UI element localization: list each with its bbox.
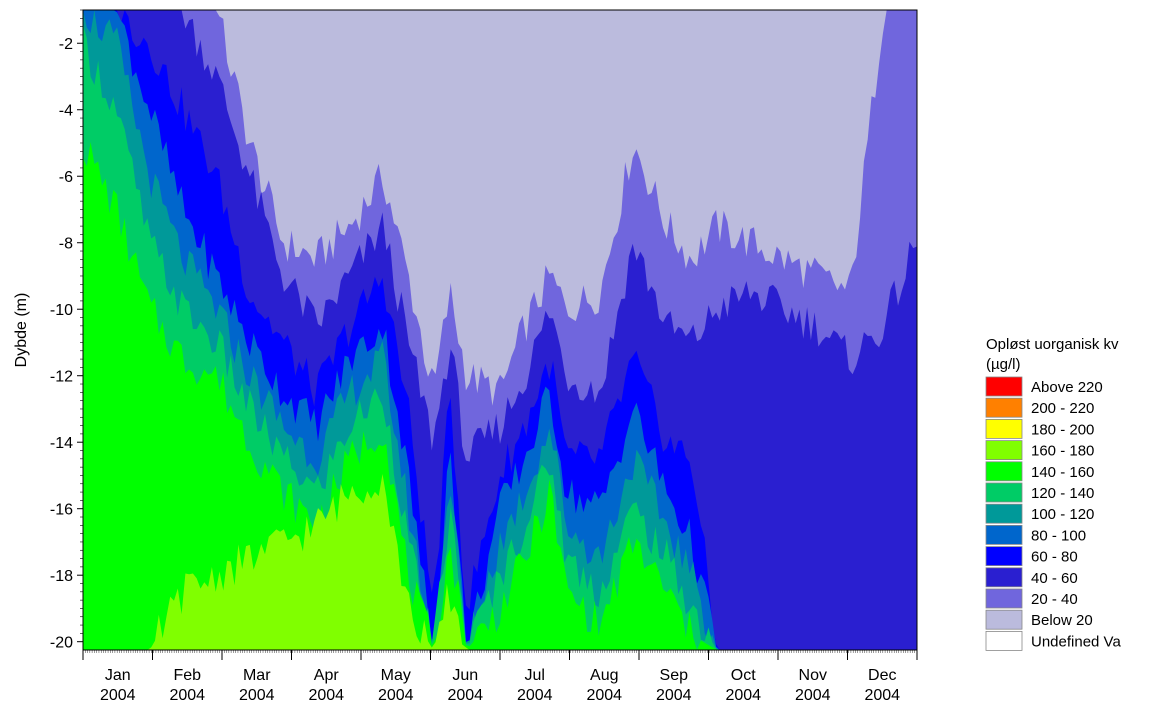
- legend-title-line1: Opløst uorganisk kv: [986, 336, 1119, 353]
- y-axis: -2 -4 -6 -8 -10 -12 -14 -16 -18 -20: [50, 9, 83, 652]
- x-tick-label-month: Aug: [590, 667, 618, 684]
- x-axis: Jan 2004 Feb 2004 Mar 2004 Apr 2004 May 2004 Jun 20…: [82, 650, 918, 704]
- x-tick-label-year: 2004: [447, 687, 483, 704]
- y-tick-label: -16: [50, 502, 73, 519]
- y-tick-label: -14: [50, 435, 73, 452]
- legend-swatch: [985, 482, 1023, 503]
- legend-swatch: [985, 588, 1023, 609]
- x-tick-label-year: 2004: [795, 687, 831, 704]
- plot-area: [83, 10, 917, 650]
- legend-swatch: [985, 461, 1023, 482]
- band-160-180: [83, 474, 917, 650]
- x-tick-label-year: 2004: [656, 687, 692, 704]
- x-tick-label-year: 2004: [100, 687, 136, 704]
- legend: Opløst uorganisk kv (µg/l) Above 220 200 …: [985, 336, 1121, 651]
- legend-label: 120 - 140: [1031, 485, 1094, 502]
- legend-swatch: [985, 503, 1023, 524]
- legend-swatch: [985, 609, 1023, 630]
- x-tick-label-month: Apr: [314, 667, 340, 684]
- x-tick-label-year: 2004: [169, 687, 205, 704]
- x-tick-label-year: 2004: [517, 687, 553, 704]
- x-tick-label-month: May: [381, 667, 411, 684]
- y-tick-label: -6: [59, 169, 73, 186]
- y-tick-label: -10: [50, 302, 73, 319]
- x-tick-label-month: Feb: [173, 667, 201, 684]
- y-tick-label: -8: [59, 236, 73, 253]
- x-tick-label-month: Oct: [731, 667, 756, 684]
- legend-label: 180 - 200: [1031, 421, 1094, 438]
- x-tick-label-year: 2004: [725, 687, 761, 704]
- x-tick-label-month: Dec: [868, 667, 896, 684]
- legend-label: 40 - 60: [1031, 570, 1078, 587]
- x-tick-label-month: Sep: [660, 667, 689, 684]
- legend-swatch: [985, 567, 1023, 588]
- legend-swatch: [985, 376, 1023, 397]
- legend-label: 200 - 220: [1031, 400, 1094, 417]
- legend-swatch: [985, 397, 1023, 418]
- legend-label: 160 - 180: [1031, 443, 1094, 460]
- y-tick-label: -4: [59, 103, 73, 120]
- legend-label: 140 - 160: [1031, 464, 1094, 481]
- x-tick-label-month: Jan: [105, 667, 131, 684]
- x-tick-label-year: 2004: [239, 687, 275, 704]
- band-140-160: [83, 142, 917, 650]
- y-tick-label: -20: [50, 635, 73, 652]
- x-tick-label-month: Mar: [243, 667, 271, 684]
- legend-label: Above 220: [1031, 379, 1103, 396]
- y-tick-label: -12: [50, 369, 73, 386]
- x-tick-label-month: Nov: [799, 667, 827, 684]
- legend-swatch: [985, 418, 1023, 439]
- legend-label: Below 20: [1031, 612, 1093, 629]
- legend-label: 100 - 120: [1031, 506, 1094, 523]
- legend-swatch: [985, 631, 1023, 651]
- x-tick-label-year: 2004: [586, 687, 622, 704]
- x-tick-label-month: Jun: [452, 667, 478, 684]
- legend-label: Undefined Va: [1031, 633, 1121, 650]
- y-tick-label: -2: [59, 36, 73, 53]
- x-tick-label-year: 2004: [864, 687, 900, 704]
- legend-label: 20 - 40: [1031, 591, 1078, 608]
- x-tick-label-year: 2004: [308, 687, 344, 704]
- x-tick-label-year: 2004: [378, 687, 414, 704]
- legend-label: 60 - 80: [1031, 549, 1078, 566]
- x-tick-label-month: Jul: [525, 667, 545, 684]
- legend-label: 80 - 100: [1031, 527, 1086, 544]
- legend-title-line2: (µg/l): [986, 356, 1020, 373]
- legend-swatch: [985, 546, 1023, 566]
- legend-swatch: [985, 440, 1023, 461]
- y-tick-label: -18: [50, 568, 73, 585]
- legend-entries: Above 220 200 - 220 180 - 200 160 - 180 140 …: [985, 376, 1121, 651]
- legend-swatch: [985, 525, 1023, 545]
- y-axis-label: Dybde (m): [13, 293, 30, 368]
